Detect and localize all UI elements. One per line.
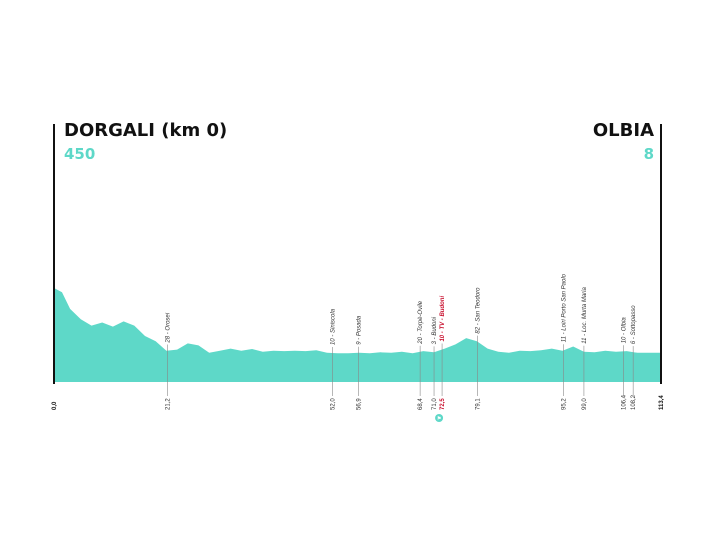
marker-km-label: 21,2 xyxy=(165,398,171,410)
marker-location-label: 11 - Loc. Murta Maria xyxy=(582,286,588,343)
elevation-profile-area xyxy=(54,288,661,382)
marker-km-label: 56,9 xyxy=(357,398,363,410)
marker-km-label: 79,1 xyxy=(475,398,481,410)
marker-km-label: 52,0 xyxy=(330,398,336,410)
marker-km-label: 108,2 xyxy=(631,394,637,410)
marker-km-label: 106,4 xyxy=(622,394,628,410)
finish-km-label: 113,4 xyxy=(659,395,665,410)
marker-km-label: 72,5 xyxy=(440,398,446,410)
start-km-label: 0,0 xyxy=(52,401,58,410)
start-altitude: 450 xyxy=(64,145,96,163)
sprint-icon-glyph: ⚑ xyxy=(437,416,441,422)
marker-km-label: 71,0 xyxy=(432,398,438,410)
marker-location-label: 10 - Olbia xyxy=(622,317,628,344)
marker-location-label: 11 - Loiri Porto San Paolo xyxy=(562,273,568,342)
marker-location-label: 20 - Torpè-Ovile xyxy=(418,300,424,344)
marker-km-label: 99,0 xyxy=(582,398,588,410)
marker-km-label: 95,2 xyxy=(562,398,568,410)
sprint-icon xyxy=(435,414,444,422)
marker-location-label: 9 - Posada xyxy=(357,315,363,345)
marker-location-label: 10 - TV - Budoni xyxy=(440,296,446,342)
finish-location-title: OLBIA xyxy=(592,120,654,141)
start-location-title: DORGALI (km 0) xyxy=(64,120,228,141)
finish-altitude: 8 xyxy=(643,145,654,163)
marker-location-label: 3 - Budoni xyxy=(432,316,438,344)
marker-km-label: 68,4 xyxy=(418,398,424,410)
marker-location-label: 28 - Orosei xyxy=(165,312,171,343)
marker-location-label: 10 - Siniscola xyxy=(330,308,336,345)
marker-location-label: 6 - Sottopasso xyxy=(631,305,637,344)
marker-location-label: 82 - San Teodoro xyxy=(475,287,481,334)
